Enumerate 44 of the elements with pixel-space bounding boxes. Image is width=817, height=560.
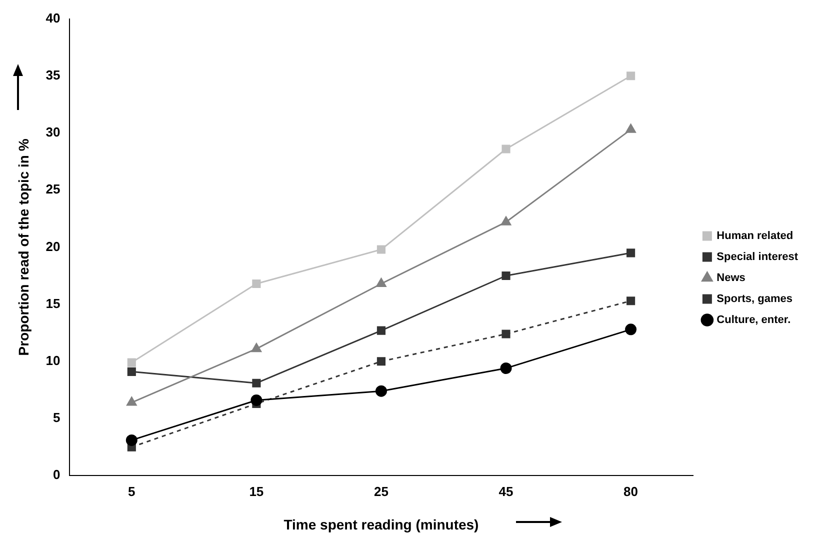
point [626, 124, 636, 133]
point [127, 358, 136, 367]
x-tick-label: 45 [498, 484, 514, 499]
point [127, 367, 136, 376]
legend-label: Human related [716, 230, 794, 242]
point [251, 343, 262, 352]
point [626, 248, 636, 258]
point [126, 434, 138, 446]
y-tick-label: 40 [46, 10, 60, 26]
x-tick-label: 5 [128, 484, 136, 499]
point [502, 144, 510, 154]
x-tick-label: 15 [249, 484, 264, 499]
point [502, 271, 510, 280]
point [250, 394, 262, 406]
legend-label: Culture, enter. [716, 314, 791, 326]
y-tick-label: 0 [53, 467, 60, 482]
y-tick-label: 5 [53, 410, 60, 426]
point [252, 378, 261, 388]
legend-label: Sports, games [716, 293, 792, 306]
x-axis-title: Time spent reading (minutes) [284, 516, 479, 532]
point [626, 296, 636, 306]
y-tick-label: 35 [46, 67, 60, 82]
point [252, 279, 261, 288]
legend-label: News [716, 272, 746, 284]
point [376, 326, 386, 335]
y-tick-label: 10 [46, 352, 60, 368]
legend-label: Special interest [716, 251, 798, 264]
y-tick-label: 20 [46, 238, 60, 254]
point [500, 362, 512, 374]
x-tick-label: 25 [374, 484, 388, 499]
point [126, 396, 137, 406]
point [502, 330, 510, 338]
y-tick-label: 30 [46, 124, 60, 140]
point [376, 245, 386, 254]
x-tick-label: 80 [624, 484, 638, 499]
point [625, 324, 637, 336]
y-axis-title: Proportion read of the topic in % [15, 138, 32, 356]
y-tick-label: 25 [46, 182, 60, 197]
y-tick-label: 15 [46, 296, 60, 311]
point [376, 278, 386, 287]
point [375, 385, 387, 397]
point [500, 216, 512, 226]
point [376, 357, 386, 366]
point [626, 72, 636, 80]
